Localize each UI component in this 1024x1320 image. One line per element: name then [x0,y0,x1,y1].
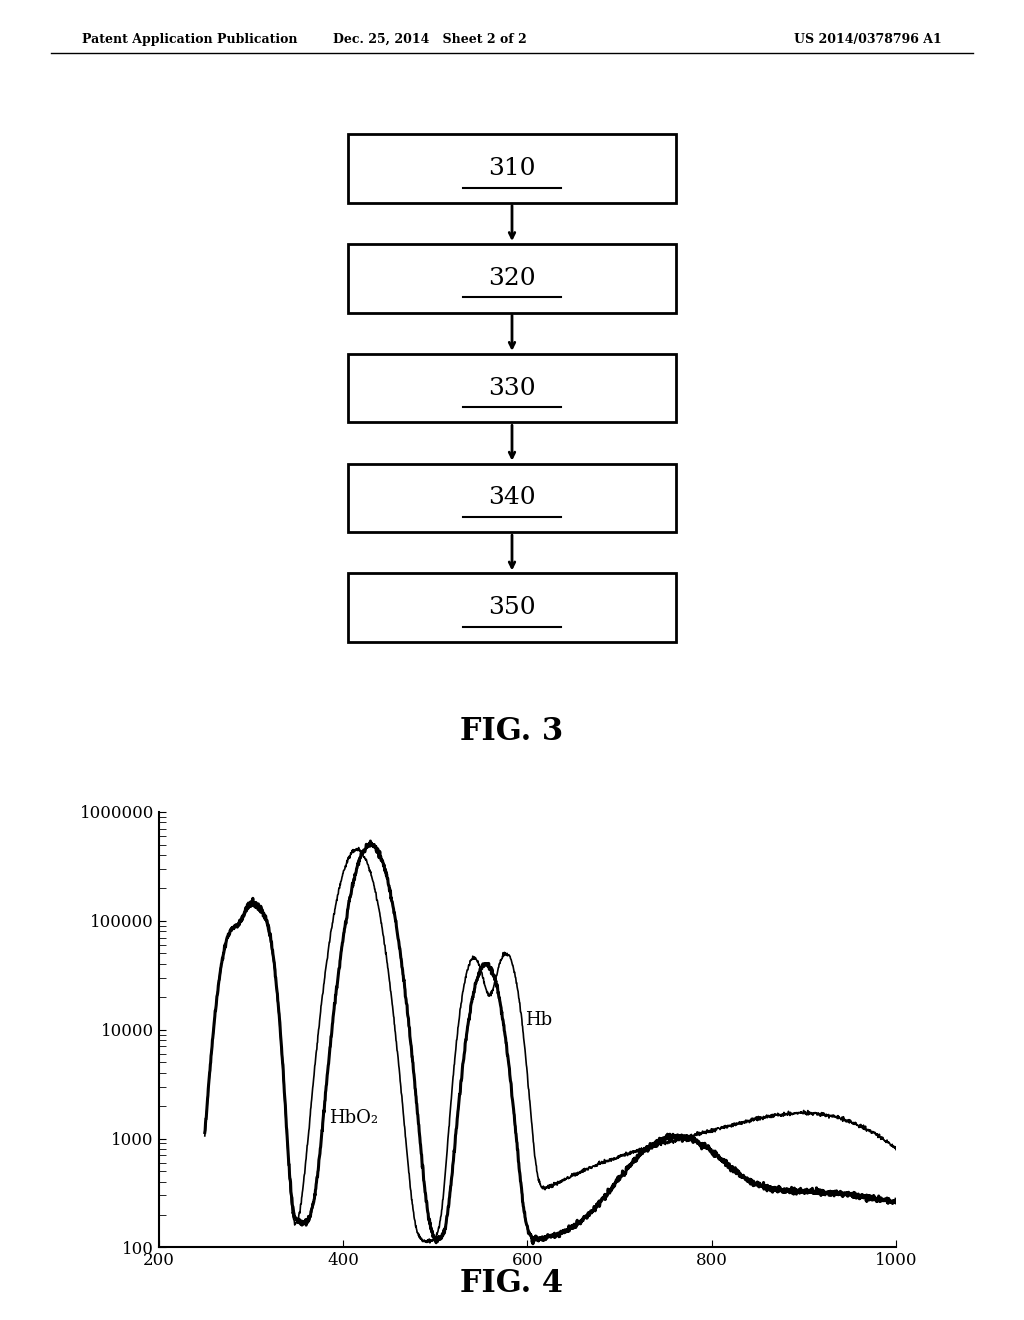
Text: Dec. 25, 2014   Sheet 2 of 2: Dec. 25, 2014 Sheet 2 of 2 [333,33,527,46]
Text: 340: 340 [488,486,536,510]
Text: Patent Application Publication: Patent Application Publication [82,33,297,46]
Text: 310: 310 [488,157,536,180]
Bar [348,463,676,532]
Text: FIG. 3: FIG. 3 [461,715,563,747]
Bar [348,573,676,642]
Bar [348,135,676,203]
Bar [348,244,676,313]
Text: US 2014/0378796 A1: US 2014/0378796 A1 [795,33,942,46]
Bar [348,354,676,422]
Text: HbO₂: HbO₂ [330,1109,378,1126]
Text: 320: 320 [488,267,536,290]
Text: 350: 350 [488,597,536,619]
Text: Hb: Hb [524,1011,552,1030]
Text: FIG. 4: FIG. 4 [461,1269,563,1299]
Text: 330: 330 [488,376,536,400]
